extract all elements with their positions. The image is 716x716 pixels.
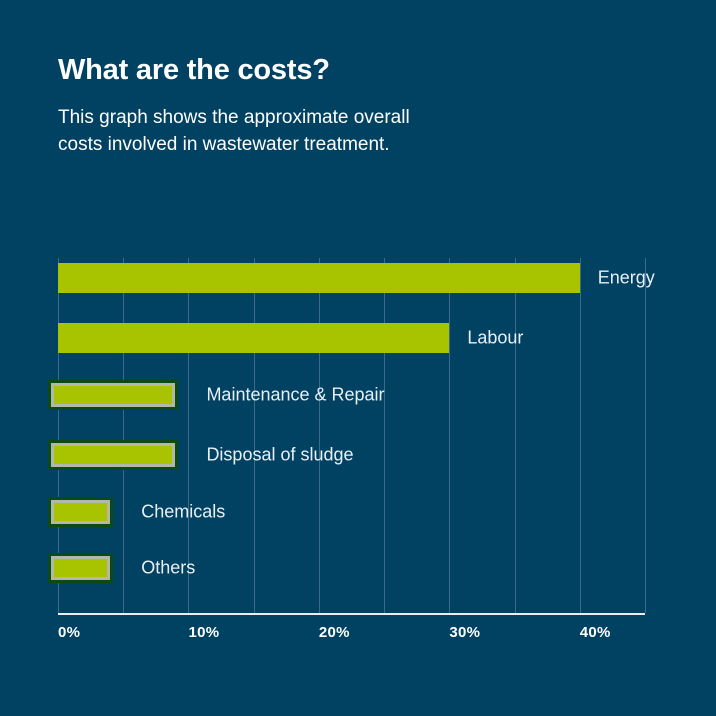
gridline [123,258,125,613]
bar-label: Chemicals [141,501,226,522]
bar-labour[interactable] [58,323,450,353]
gridline [58,258,59,613]
gridline [645,258,646,613]
bar-row: Disposal of sludge [48,440,645,470]
gridline [384,258,386,613]
chart-subtitle: This graph shows the approximate overall… [58,106,410,155]
x-tick-label: 40% [579,624,611,641]
bar-label: Disposal of sludge [206,444,354,465]
bar-row: Others [48,553,645,583]
gridline [514,258,516,613]
bar-row: Energy [58,263,655,293]
x-tick-label: 30% [449,624,481,641]
bar-label: Others [141,557,196,578]
gridline [253,258,255,613]
x-tick-label: 20% [318,624,350,641]
plot-area: Energy Labour Maintenance & Repair Disposal… [48,258,655,613]
gridline [579,258,581,613]
chart-header: What are the costs? This graph shows the… [58,54,618,159]
gridline [318,258,320,613]
bar-label: Labour [467,327,524,348]
bar-others[interactable] [48,553,114,583]
x-tick-label: 10% [188,624,220,641]
x-tick-label: 0% [58,624,81,641]
gridline [449,258,451,613]
gridline [188,258,190,613]
bar-energy[interactable] [58,263,580,293]
bar-chemicals[interactable] [48,497,114,527]
bar-row: Maintenance & Repair [48,380,645,410]
x-axis-line [58,613,645,615]
bar-label: Energy [597,267,655,288]
bar-maintenance-repair[interactable] [48,380,179,410]
bar-label: Maintenance & Repair [206,384,385,405]
bar-disposal-of-sludge[interactable] [48,440,179,470]
page-title: What are the costs? [58,54,330,86]
bar-row: Labour [58,323,645,353]
bar-row: Chemicals [48,497,645,527]
